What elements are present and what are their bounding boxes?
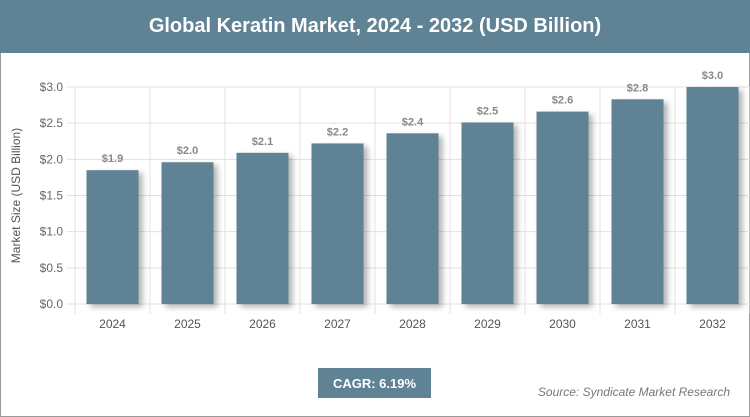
bar xyxy=(311,143,364,304)
x-tick-label: 2026 xyxy=(249,317,276,331)
x-tick-label: 2028 xyxy=(399,317,426,331)
bar xyxy=(236,152,289,304)
bar xyxy=(611,99,664,305)
x-tick-label: 2032 xyxy=(699,317,726,331)
x-tick-label: 2027 xyxy=(324,317,351,331)
bar xyxy=(461,122,514,305)
y-axis-label: Market Size (USD Billion) xyxy=(9,128,23,263)
x-tick-label: 2025 xyxy=(174,317,201,331)
y-tick-label: $0.0 xyxy=(40,297,64,311)
data-label: $2.2 xyxy=(327,126,348,138)
y-tick-label: $0.5 xyxy=(40,261,64,275)
y-tick-label: $2.5 xyxy=(40,116,64,130)
bar xyxy=(161,162,214,304)
data-label: $2.0 xyxy=(177,145,198,157)
chart-title: Global Keratin Market, 2024 - 2032 (USD … xyxy=(0,0,750,53)
bar xyxy=(686,87,739,304)
cagr-badge: CAGR: 6.19% xyxy=(318,368,431,398)
y-tick-label: $2.0 xyxy=(40,152,64,166)
y-tick-label: $3.0 xyxy=(40,80,64,94)
x-tick-label: 2031 xyxy=(624,317,651,331)
data-label: $3.0 xyxy=(702,70,723,82)
data-label: $1.9 xyxy=(102,153,123,165)
x-tick-label: 2024 xyxy=(99,317,126,331)
x-tick-label: 2030 xyxy=(549,317,576,331)
data-label: $2.1 xyxy=(252,136,273,148)
source-note: Source: Syndicate Market Research xyxy=(537,385,730,399)
data-label: $2.4 xyxy=(402,116,424,128)
x-tick-label: 2029 xyxy=(474,317,501,331)
y-tick-label: $1.0 xyxy=(40,225,64,239)
y-tick-label: $1.5 xyxy=(40,189,64,203)
data-label: $2.6 xyxy=(552,95,573,107)
data-label: $2.8 xyxy=(627,82,648,94)
bar xyxy=(536,111,589,305)
bar xyxy=(386,133,439,304)
data-label: $2.5 xyxy=(477,105,498,117)
bar xyxy=(86,170,139,304)
